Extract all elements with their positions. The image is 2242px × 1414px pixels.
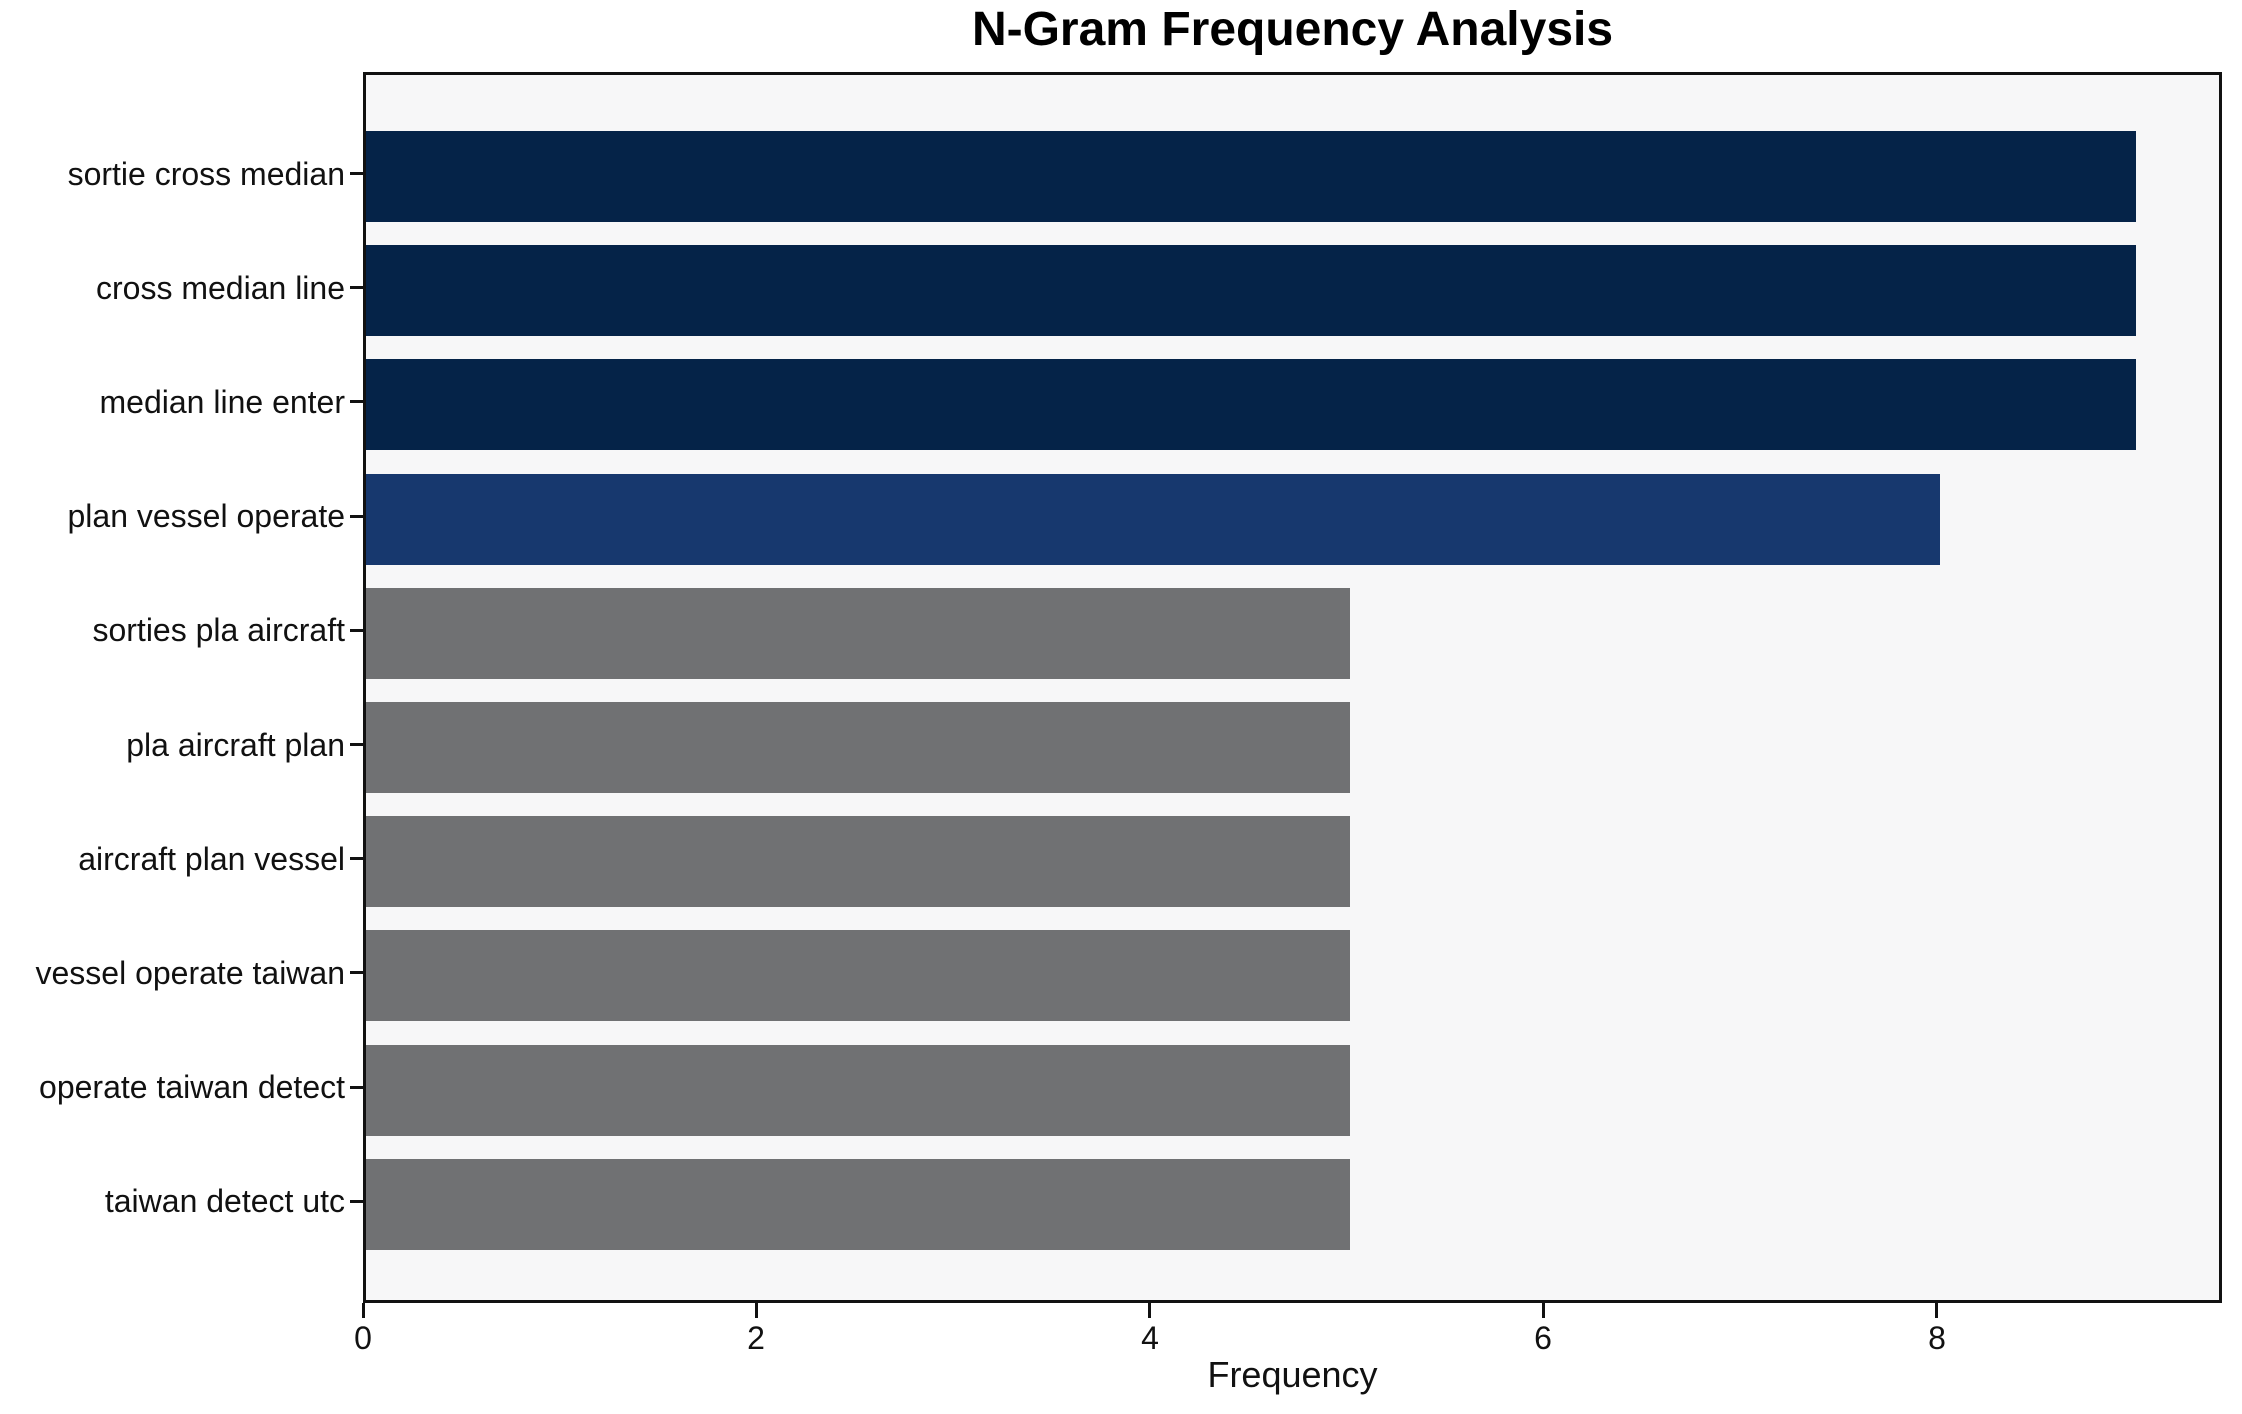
y-tick-label: operate taiwan detect <box>39 1069 345 1105</box>
bar <box>366 359 2136 450</box>
y-tick-label: plan vessel operate <box>67 498 345 534</box>
y-tick-mark <box>350 515 363 518</box>
x-tick-label: 6 <box>1534 1320 1552 1356</box>
x-tick-mark <box>755 1303 758 1318</box>
x-axis-title: Frequency <box>1207 1354 1378 1395</box>
x-tick-mark <box>1935 1303 1938 1318</box>
bar <box>366 474 1940 565</box>
bar <box>366 131 2136 222</box>
y-tick-label: cross median line <box>96 270 345 306</box>
bar <box>366 816 1350 907</box>
x-tick-label: 4 <box>1141 1320 1159 1356</box>
bar <box>366 1159 1350 1250</box>
y-tick-mark <box>350 857 363 860</box>
x-tick-label: 0 <box>354 1320 372 1356</box>
y-tick-mark <box>350 400 363 403</box>
y-tick-label: vessel operate taiwan <box>35 955 345 991</box>
bar <box>366 1045 1350 1136</box>
x-tick-mark <box>362 1303 365 1318</box>
chart-title: N-Gram Frequency Analysis <box>971 3 1614 56</box>
y-tick-mark <box>350 1200 363 1203</box>
y-tick-mark <box>350 1086 363 1089</box>
y-tick-mark <box>350 971 363 974</box>
y-tick-label: pla aircraft plan <box>126 727 345 763</box>
y-tick-label: sortie cross median <box>67 156 345 192</box>
x-tick-label: 2 <box>747 1320 765 1356</box>
bar <box>366 930 1350 1021</box>
y-tick-mark <box>350 743 363 746</box>
x-tick-mark <box>1542 1303 1545 1318</box>
y-tick-mark <box>350 172 363 175</box>
bar <box>366 588 1350 679</box>
y-tick-mark <box>350 286 363 289</box>
y-tick-mark <box>350 629 363 632</box>
y-tick-label: median line enter <box>99 384 345 420</box>
y-tick-label: aircraft plan vessel <box>78 841 345 877</box>
bar <box>366 245 2136 336</box>
y-tick-label: taiwan detect utc <box>104 1183 345 1219</box>
plot-area <box>363 72 2222 1303</box>
x-tick-label: 8 <box>1928 1320 1946 1356</box>
x-tick-mark <box>1148 1303 1151 1318</box>
bar <box>366 702 1350 793</box>
y-tick-label: sorties pla aircraft <box>92 612 345 648</box>
